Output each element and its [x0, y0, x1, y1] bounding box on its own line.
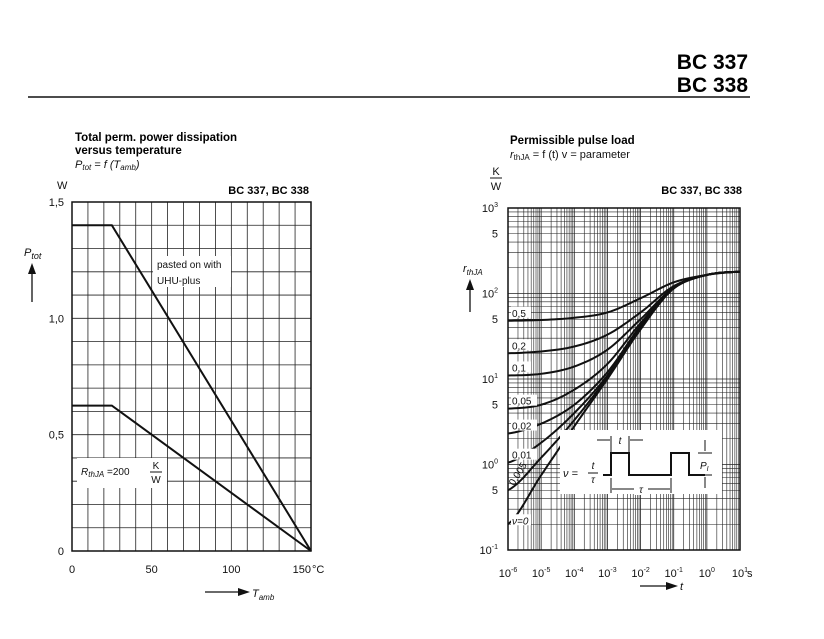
y-tick-label: 5	[492, 229, 498, 241]
chart1-title: Total perm. power dissipation	[75, 132, 237, 144]
series-label: 0,01	[512, 451, 532, 462]
x-tick-label: 10-2	[631, 567, 650, 580]
series-label: 0,1	[512, 363, 526, 374]
y-tick-label: 103	[482, 202, 498, 215]
chart1-y-arrow	[28, 263, 36, 302]
y-tick-label: 100	[482, 459, 498, 472]
x-tick-label: 10-4	[565, 567, 584, 580]
y-tick-label: 5	[492, 485, 498, 497]
series-line-1	[72, 404, 312, 552]
y-tick-label: 5	[492, 400, 498, 412]
series-label: ν=0	[512, 516, 529, 527]
series-label-bg	[511, 361, 531, 373]
series-label-bg	[511, 419, 537, 431]
series-label-bg	[511, 514, 531, 526]
chart2-title: Permissible pulse load	[510, 135, 635, 147]
svg-text:K: K	[153, 461, 160, 472]
chart1-y-unit: W	[57, 180, 68, 192]
chart2-x-label: t	[680, 581, 684, 593]
chart1-subtitle: versus temperature	[75, 145, 182, 157]
svg-text:t: t	[592, 461, 596, 472]
chart1-y-label: Ptot	[24, 247, 42, 261]
x-tick-label: 0	[69, 564, 75, 576]
series-label-bg	[511, 306, 531, 318]
y-tick-label: 1,0	[49, 313, 64, 325]
series-label: 0,02	[512, 422, 532, 433]
x-tick-label: 10-5	[532, 567, 551, 580]
chart2-device-label: BC 337, BC 338	[661, 185, 742, 197]
chart2-y-unit: K W	[490, 166, 502, 193]
svg-text:t: t	[619, 436, 623, 447]
chart2-formula: rthJA = f (t) v = parameter	[510, 149, 630, 162]
x-tick-label: 10-1	[664, 567, 683, 580]
y-tick-label: 5	[492, 314, 498, 326]
chart1-device-label: BC 337, BC 338	[228, 185, 309, 197]
chart1-annotation-rthja: RthJA =200 K W	[77, 458, 167, 488]
pulse-inset-diagram: ν = t τ t τ PI	[560, 430, 722, 496]
svg-text:RthJA =200: RthJA =200	[81, 467, 130, 479]
x-tick-label: 10-6	[499, 567, 518, 580]
x-tick-label: 101	[732, 567, 748, 580]
svg-text:K: K	[492, 166, 500, 178]
svg-text:W: W	[151, 475, 161, 486]
pulse-load-chart: Permissible pulse load rthJA = f (t) v =…	[463, 135, 753, 593]
x-tick-label: 50	[146, 564, 158, 576]
x-tick-label: 150	[293, 564, 311, 576]
chart1-x-label: Tamb	[252, 588, 275, 602]
svg-text:τ: τ	[591, 475, 596, 486]
y-tick-label: 1,5	[49, 197, 64, 209]
chart1-annotation-uhu: pasted on with UHU-plus	[153, 256, 231, 287]
y-tick-label: 10-1	[480, 544, 499, 557]
chart1-x-unit: °C	[312, 564, 324, 576]
part-number-1: BC 337	[677, 51, 748, 74]
chart2-x-unit: s	[747, 568, 753, 580]
series-label-bg	[511, 448, 537, 460]
svg-text:UHU-plus: UHU-plus	[157, 276, 200, 287]
chart2-y-label: rthJA	[463, 263, 483, 277]
x-tick-label: 100	[222, 564, 240, 576]
chart1-x-arrow	[205, 588, 250, 596]
series-label-bg	[511, 339, 531, 351]
x-tick-label: 100	[699, 567, 715, 580]
plot-frame	[507, 207, 741, 551]
series-line-7	[507, 270, 741, 526]
svg-text:τ: τ	[639, 485, 644, 496]
series-label: 0,2	[512, 341, 526, 352]
series-label-bg	[511, 394, 537, 406]
series-label: 0,05	[512, 397, 532, 408]
series-label: 0,5	[512, 309, 526, 320]
x-tick-label: 10-3	[598, 567, 617, 580]
series-line-0	[72, 224, 312, 552]
y-tick-label: 101	[482, 373, 498, 386]
svg-text:pasted on with: pasted on with	[157, 260, 222, 271]
part-number-2: BC 338	[677, 74, 749, 97]
chart2-y-arrow	[466, 279, 474, 312]
chart2-x-arrow	[640, 582, 678, 590]
svg-text:W: W	[491, 181, 502, 193]
power-dissipation-chart: Total perm. power dissipation versus tem…	[24, 132, 324, 602]
chart1-formula: Ptot = f (Tamb)	[75, 159, 140, 172]
y-tick-label: 0,5	[49, 430, 64, 442]
y-tick-label: 102	[482, 288, 498, 301]
svg-text:ν =: ν =	[563, 468, 579, 480]
svg-text:PI: PI	[700, 461, 709, 473]
y-tick-label: 0	[58, 546, 64, 558]
plot-frame	[71, 201, 312, 552]
